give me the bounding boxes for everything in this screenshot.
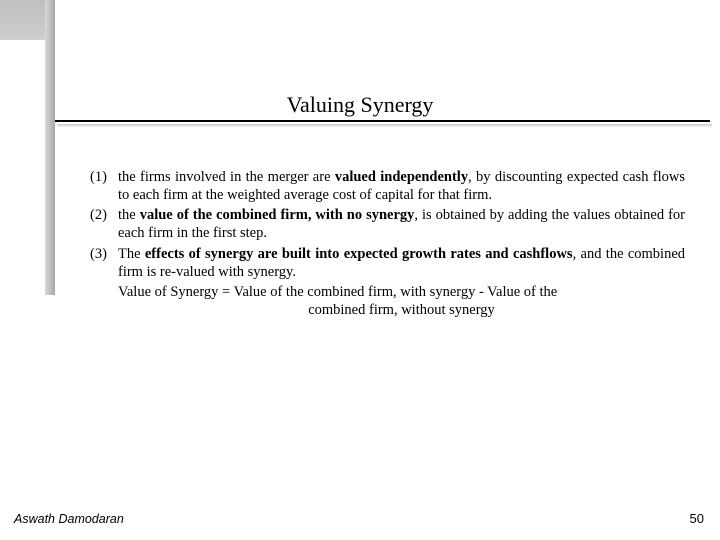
list-text: the firms involved in the merger are val… [118, 168, 685, 204]
list-item: (3) The effects of synergy are built int… [90, 245, 685, 281]
body-text-area: (1) the firms involved in the merger are… [90, 168, 685, 319]
equation-line-2: combined firm, without synergy [118, 301, 685, 319]
text-bold: effects of synergy are built into expect… [145, 246, 573, 262]
list-item: (1) the firms involved in the merger are… [90, 168, 685, 204]
slide-title: Valuing Synergy [287, 92, 434, 117]
title-underline [55, 120, 710, 122]
footer-author: Aswath Damodaran [14, 512, 124, 526]
list-text: The effects of synergy are built into ex… [118, 245, 685, 281]
text-prefix: the firms involved in the merger are [118, 169, 335, 185]
text-prefix: the [118, 207, 140, 223]
title-underline-shadow [57, 124, 712, 127]
slide-container: Valuing Synergy (1) the firms involved i… [0, 0, 720, 540]
list-number: (3) [90, 245, 118, 281]
decorative-corner-block [0, 0, 48, 40]
text-bold: value of the combined firm, with no syne… [140, 207, 415, 223]
decorative-left-bar [45, 0, 55, 295]
list-text: the value of the combined firm, with no … [118, 206, 685, 242]
list-number: (2) [90, 206, 118, 242]
equation-line-1: Value of Synergy = Value of the combined… [118, 283, 685, 301]
title-area: Valuing Synergy [0, 92, 720, 118]
equation-block: Value of Synergy = Value of the combined… [90, 283, 685, 319]
text-prefix: The [118, 246, 145, 262]
list-item: (2) the value of the combined firm, with… [90, 206, 685, 242]
text-bold: valued independently [335, 169, 468, 185]
footer-page-number: 50 [690, 511, 704, 526]
list-number: (1) [90, 168, 118, 204]
